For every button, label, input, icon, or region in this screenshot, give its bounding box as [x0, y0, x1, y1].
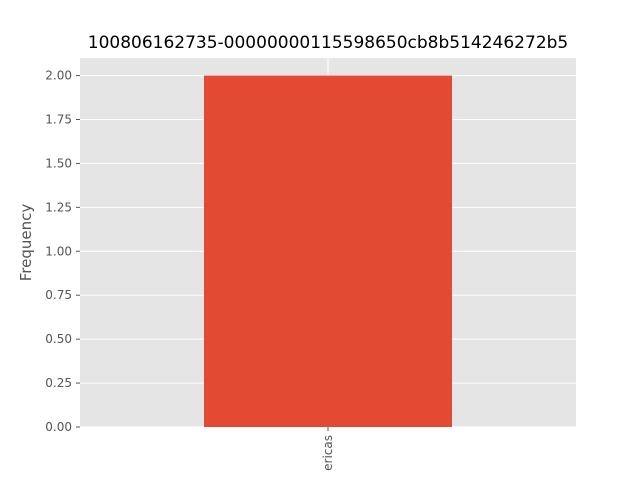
y-tick-label: 0.50: [45, 332, 72, 346]
y-tick-label: 0.00: [45, 420, 72, 434]
y-tick-label: 1.00: [45, 244, 72, 258]
y-tick-label: 1.25: [45, 200, 72, 214]
y-tick-label: 1.75: [45, 113, 72, 127]
y-tick-label: 0.75: [45, 288, 72, 302]
y-tick-label: 2.00: [45, 69, 72, 83]
bars: [204, 75, 452, 428]
axis-ticks: 0.00 0.25 0.50 0.75 1.00 1.25 1.50 1.75 2.00 eric…: [45, 69, 335, 471]
chart-title: 100806162735-00000000115598650cb8b514246…: [88, 33, 569, 53]
y-tick-label: 1.50: [45, 156, 72, 170]
y-axis-label: Frequency: [17, 204, 35, 282]
y-tick-label: 0.25: [45, 376, 72, 390]
x-tick-label: ericas: [321, 435, 335, 471]
bar-ericas: [204, 75, 452, 428]
